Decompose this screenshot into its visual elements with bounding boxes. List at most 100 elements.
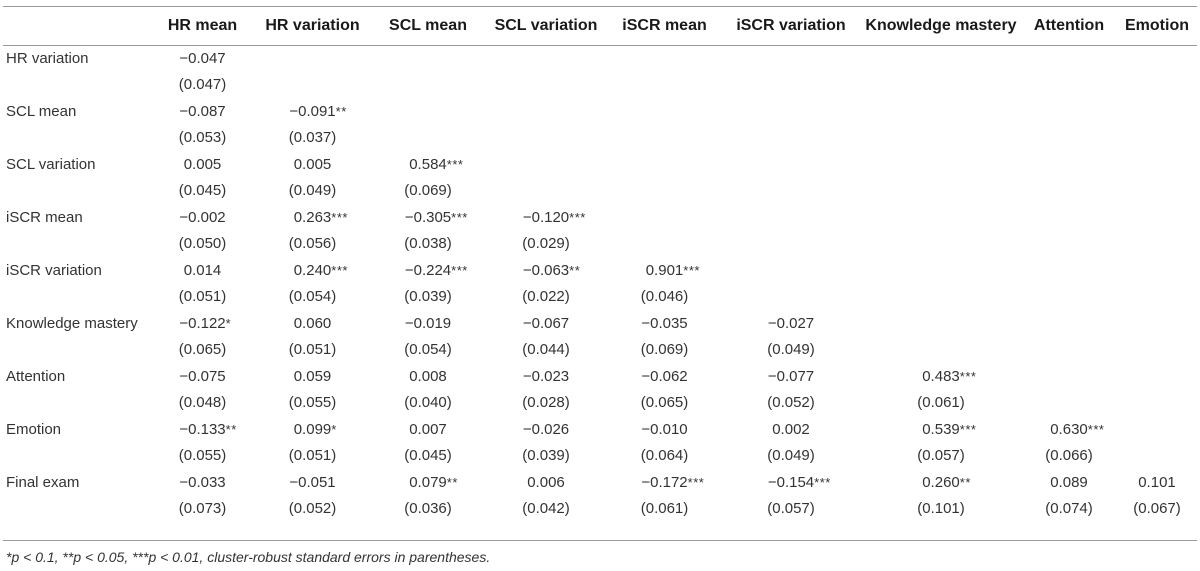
coefficient-value: −0.063 xyxy=(522,261,570,279)
empty-cell xyxy=(1021,204,1117,231)
standard-error-cell: (0.029) xyxy=(522,235,570,253)
coefficient-cell: −0.133** xyxy=(179,420,237,438)
standard-error-cell: (0.051) xyxy=(178,288,227,306)
column-header-iscr-mean: iSCR mean xyxy=(622,17,707,34)
coefficient-cell: −0.122* xyxy=(179,314,232,332)
coefficient-cell: 0.079** xyxy=(409,473,458,491)
empty-cell xyxy=(1117,151,1197,178)
empty-cell xyxy=(1117,125,1197,152)
empty-cell xyxy=(861,178,1021,205)
coefficient-cell: −0.010 xyxy=(608,416,721,443)
coefficient-cell: 0.059 xyxy=(253,363,372,390)
standard-error-cell: (0.069) xyxy=(404,182,452,200)
standard-error-cell: (0.022) xyxy=(522,288,570,306)
standard-error-cell: (0.064) xyxy=(640,447,689,465)
standard-error-cell: (0.055) xyxy=(288,394,337,412)
coefficient-value: −0.010 xyxy=(641,420,688,438)
table-row-coefficients: iSCR mean −0.002 0.263*** −0.305*** −0.120**… xyxy=(3,204,1197,231)
coefficient-cell: −0.051 xyxy=(253,469,372,496)
coefficient-value: 0.483 xyxy=(922,367,960,385)
empty-cell xyxy=(372,72,484,99)
empty-cell xyxy=(861,337,1021,364)
coefficient-cell: −0.062 xyxy=(608,363,721,390)
empty-cell xyxy=(1117,310,1197,337)
standard-error-cell: (0.040) xyxy=(404,394,452,412)
empty-cell xyxy=(1021,363,1117,390)
coefficient-value: −0.120 xyxy=(522,208,570,226)
coefficient-value: 0.901 xyxy=(645,261,684,279)
standard-error-cell: (0.101) xyxy=(917,500,965,518)
coefficient-value: −0.062 xyxy=(641,367,688,385)
empty-cell xyxy=(608,72,721,99)
coefficient-value: −0.305 xyxy=(404,208,452,226)
coefficient-cell: 0.260** xyxy=(922,473,971,491)
empty-cell xyxy=(608,231,721,258)
empty-cell xyxy=(372,45,484,72)
empty-cell xyxy=(608,45,721,72)
empty-cell xyxy=(1117,231,1197,258)
standard-error-cell: (0.045) xyxy=(178,182,227,200)
standard-error-cell: (0.061) xyxy=(917,394,965,412)
coefficient-value: 0.014 xyxy=(183,261,222,279)
row-label: SCL variation xyxy=(6,155,96,173)
coefficient-value: −0.077 xyxy=(767,367,815,385)
empty-cell xyxy=(484,178,608,205)
empty-cell xyxy=(1021,390,1117,417)
empty-cell xyxy=(1021,231,1117,258)
coefficient-cell: 0.005 xyxy=(253,151,372,178)
coefficient-cell: 0.060 xyxy=(253,310,372,337)
standard-error-cell: (0.039) xyxy=(404,288,452,306)
empty-cell xyxy=(1021,72,1117,99)
empty-cell xyxy=(1117,257,1197,284)
coefficient-value: 0.263 xyxy=(293,208,332,226)
coefficient-cell: −0.033 xyxy=(152,469,253,496)
standard-error-cell: (0.061) xyxy=(640,500,689,518)
standard-error-cell: (0.049) xyxy=(767,341,815,359)
empty-cell xyxy=(1117,45,1197,72)
coefficient-value: −0.067 xyxy=(522,314,570,332)
column-header-hr-variation: HR variation xyxy=(265,17,360,34)
empty-cell xyxy=(721,45,861,72)
table-row-coefficients: Knowledge mastery −0.122* 0.060 −0.019 −0.06… xyxy=(3,310,1197,337)
coefficient-cell: 0.630*** xyxy=(1050,420,1105,438)
empty-cell xyxy=(721,257,861,284)
standard-error-cell: (0.042) xyxy=(522,500,570,518)
coefficient-cell: −0.023 xyxy=(484,363,608,390)
empty-cell xyxy=(721,72,861,99)
table-row-standard-errors: (0.051) (0.054) (0.039) (0.022) (0.046) xyxy=(3,284,1197,311)
empty-cell xyxy=(861,125,1021,152)
standard-error-cell: (0.038) xyxy=(404,235,452,253)
standard-error-cell: (0.049) xyxy=(767,447,815,465)
coefficient-cell: −0.035 xyxy=(608,310,721,337)
standard-error-cell: (0.055) xyxy=(178,447,227,465)
empty-cell xyxy=(1117,204,1197,231)
coefficient-value: 0.008 xyxy=(409,367,447,385)
empty-cell xyxy=(484,45,608,72)
standard-error-cell: (0.073) xyxy=(178,500,227,518)
standard-error-cell: (0.050) xyxy=(178,235,227,253)
empty-cell xyxy=(1117,363,1197,390)
empty-cell xyxy=(861,45,1021,72)
standard-error-cell: (0.049) xyxy=(288,182,337,200)
standard-error-cell: (0.065) xyxy=(640,394,689,412)
empty-cell xyxy=(1021,98,1117,125)
table-row-standard-errors: (0.045) (0.049) (0.069) xyxy=(3,178,1197,205)
empty-cell xyxy=(3,390,152,417)
standard-error-cell: (0.028) xyxy=(522,394,570,412)
empty-cell xyxy=(861,151,1021,178)
coefficient-value: −0.075 xyxy=(179,367,226,385)
empty-cell xyxy=(861,310,1021,337)
coefficient-cell: −0.067 xyxy=(484,310,608,337)
standard-error-cell: (0.057) xyxy=(917,447,965,465)
coefficient-value: −0.033 xyxy=(179,473,226,491)
coefficient-value: 0.630 xyxy=(1050,420,1088,438)
coefficient-cell: 0.007 xyxy=(372,416,484,443)
standard-error-cell: (0.044) xyxy=(522,341,570,359)
row-label: Attention xyxy=(6,367,66,385)
coefficient-value: −0.027 xyxy=(767,314,815,332)
coefficient-cell: 0.901*** xyxy=(645,261,700,279)
empty-cell xyxy=(3,178,152,205)
coefficient-cell: −0.154*** xyxy=(767,473,831,491)
empty-cell xyxy=(1117,390,1197,417)
